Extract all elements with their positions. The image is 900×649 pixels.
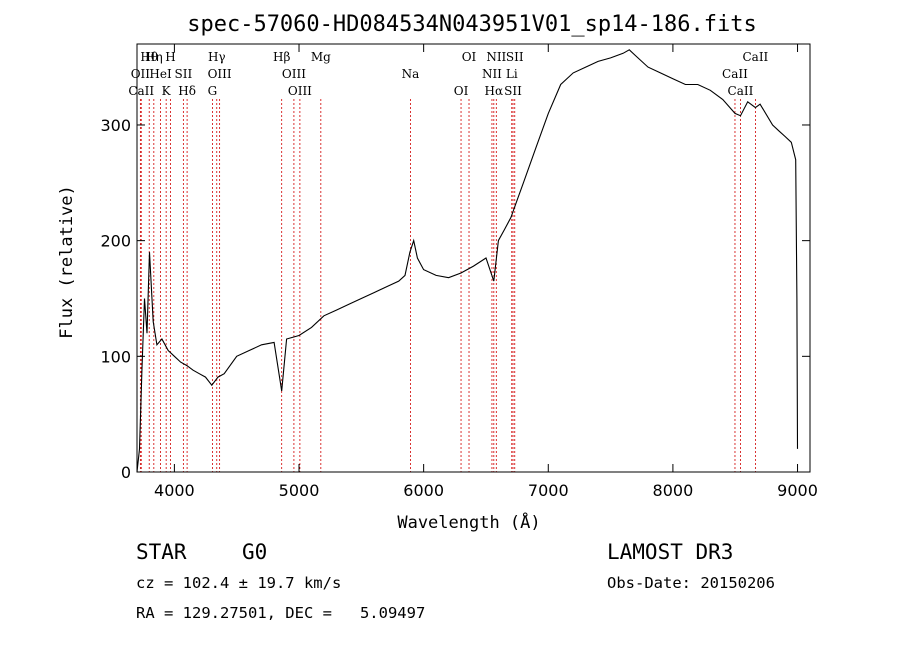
spectral-line-label: OI xyxy=(454,84,469,98)
survey-name: LAMOST DR3 xyxy=(607,540,734,564)
spectral-line-label: CaII xyxy=(128,84,154,98)
spectral-line-label: HeI xyxy=(149,67,172,81)
redshift-velocity: cz = 102.4 ± 19.7 km/s xyxy=(136,574,342,592)
x-tick-label: 9000 xyxy=(777,481,818,500)
x-tick-label: 8000 xyxy=(653,481,694,500)
axis-ticks-layer: 4000 5000 6000 7000 8000 9000 0 100 200 300 xyxy=(100,44,818,500)
spectral-line-label: SII xyxy=(506,50,524,64)
spectral-line-label: CaII xyxy=(722,67,748,81)
spectral-line-label: H xyxy=(165,50,175,64)
spectral-line-label: K xyxy=(162,84,172,98)
y-tick-label: 0 xyxy=(121,463,131,482)
spectral-line-label: OIII xyxy=(288,84,312,98)
x-axis-label: Wavelength (Å) xyxy=(397,511,540,533)
spectral-line-label: Hδ xyxy=(178,84,196,98)
spectral-line-label: OI xyxy=(462,50,477,64)
spectral-line-label: CaII xyxy=(728,84,754,98)
y-tick-label: 100 xyxy=(100,347,131,366)
spectral-line-label: Hη xyxy=(145,50,163,64)
spectral-line-label: G xyxy=(208,84,218,98)
spectral-line-label: OIII xyxy=(208,67,232,81)
x-tick-label: 5000 xyxy=(279,481,320,500)
observation-date: Obs-Date: 20150206 xyxy=(607,574,775,592)
spectral-line-label: Hθ xyxy=(140,50,158,64)
object-type: STAR xyxy=(136,540,187,564)
x-tick-label: 4000 xyxy=(154,481,195,500)
spectral-line-label: CaII xyxy=(742,50,768,64)
spectral-line-label: Hβ xyxy=(273,50,290,64)
y-tick-label: 300 xyxy=(100,116,131,135)
spectral-line-label: Na xyxy=(402,67,420,81)
spectral-line-label: OIII xyxy=(282,67,306,81)
spectral-line-label: SII xyxy=(175,67,193,81)
chart-title: spec-57060-HD084534N043951V01_sp14-186.f… xyxy=(187,12,757,37)
spectrum-line xyxy=(136,49,799,473)
spectral-line-label: SII xyxy=(504,84,522,98)
y-tick-label: 200 xyxy=(100,232,131,251)
x-tick-label: 7000 xyxy=(528,481,569,500)
spectral-line-label: NII xyxy=(486,50,506,64)
spectral-line-label: OII xyxy=(131,67,151,81)
spectral-lines-layer: HθOIICaIIHηHeIKHSIIHδHγOIIIGHβOIIIOIIIMg… xyxy=(128,50,769,472)
spectral-line-label: Mg xyxy=(311,50,331,64)
spectral-line-label: Li xyxy=(506,67,518,81)
spectral-line-label: Hγ xyxy=(208,50,226,64)
spectral-subclass: G0 xyxy=(242,540,268,564)
spectral-line-label: NII xyxy=(482,67,502,81)
plot-frame xyxy=(136,43,811,473)
coordinates: RA = 129.27501, DEC = 5.09497 xyxy=(136,604,426,622)
x-tick-label: 6000 xyxy=(403,481,444,500)
spectral-line-label: Hα xyxy=(485,84,504,98)
y-axis-label: Flux (relative) xyxy=(57,185,77,339)
